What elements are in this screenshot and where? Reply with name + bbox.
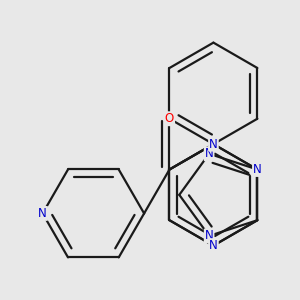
Text: N: N	[205, 230, 214, 242]
Text: N: N	[205, 147, 214, 160]
Text: O: O	[165, 112, 174, 125]
Text: N: N	[253, 163, 262, 176]
Text: N: N	[209, 138, 218, 151]
Text: N: N	[209, 239, 218, 252]
Text: N: N	[38, 207, 47, 220]
